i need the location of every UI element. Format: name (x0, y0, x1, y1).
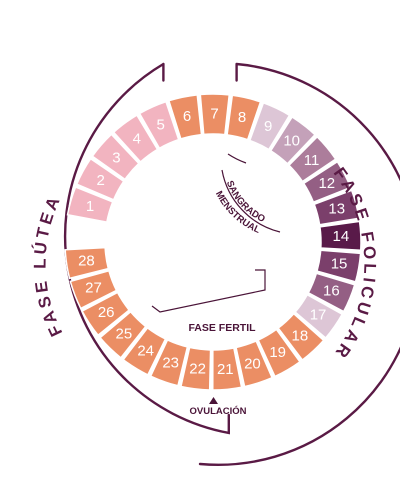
day-number-5: 5 (156, 117, 164, 134)
day-number-27: 27 (85, 279, 102, 296)
day-number-16: 16 (323, 282, 340, 299)
day-number-17: 17 (310, 307, 327, 324)
day-number-24: 24 (137, 342, 154, 359)
ovulation-marker-icon (209, 397, 218, 404)
menstrual-bracket-bottom (221, 169, 281, 233)
day-segment-19 (257, 328, 301, 378)
day-number-15: 15 (331, 256, 348, 273)
day-segment-25 (98, 310, 147, 359)
day-segment-27 (69, 269, 118, 310)
day-number-26: 26 (98, 304, 115, 321)
fertile-phase-label: FASE FERTIL (188, 322, 256, 334)
day-segment-21 (212, 347, 243, 391)
day-segment-14 (319, 220, 362, 252)
day-segment-8 (226, 94, 262, 141)
luteal-phase-label: FASE LÚTEA (30, 191, 66, 339)
day-number-9: 9 (264, 118, 272, 135)
day-segment-12 (302, 160, 352, 204)
day-number-12: 12 (318, 175, 335, 192)
day-segment-26 (81, 291, 131, 337)
day-number-28: 28 (78, 253, 95, 270)
day-number-25: 25 (116, 325, 133, 342)
day-segment-2 (75, 157, 125, 201)
day-number-19: 19 (269, 344, 286, 361)
day-segment-7 (199, 93, 231, 136)
day-number-14: 14 (333, 228, 350, 245)
day-number-10: 10 (283, 133, 300, 150)
day-segment-1 (66, 186, 114, 224)
day-segment-3 (91, 133, 140, 181)
day-number-22: 22 (189, 361, 206, 378)
day-number-7: 7 (210, 106, 218, 123)
day-number-6: 6 (183, 108, 191, 125)
day-number-21: 21 (217, 361, 234, 378)
day-number-8: 8 (238, 109, 246, 126)
day-number-11: 11 (304, 152, 320, 169)
day-segment-5 (138, 100, 180, 150)
day-segment-6 (167, 94, 203, 140)
day-segment-17 (294, 293, 344, 340)
day-segment-10 (269, 115, 317, 165)
day-segment-9 (248, 101, 291, 151)
day-segment-18 (277, 312, 325, 362)
day-number-1: 1 (86, 198, 94, 215)
follicular-frame-arc (198, 62, 400, 466)
day-number-4: 4 (133, 131, 141, 148)
day-number-20: 20 (244, 355, 261, 372)
day-number-13: 13 (328, 201, 345, 218)
day-number-23: 23 (162, 354, 179, 371)
day-segment-16 (307, 272, 356, 313)
day-segment-23 (149, 338, 189, 387)
day-segment-24 (122, 326, 167, 376)
day-number-18: 18 (292, 327, 309, 344)
day-segment-13 (313, 189, 360, 226)
day-segment-28 (64, 246, 110, 280)
ovulation-label: OVULACIÓN (190, 405, 247, 417)
day-segment-4 (112, 114, 159, 163)
day-number-3: 3 (112, 149, 120, 166)
day-segment-11 (287, 135, 337, 183)
menstrual-bracket (227, 153, 247, 164)
fertile-bracket (151, 269, 266, 313)
day-segment-22 (180, 346, 212, 391)
day-number-2: 2 (96, 172, 104, 189)
day-segment-15 (316, 249, 362, 283)
day-segment-20 (235, 340, 274, 388)
